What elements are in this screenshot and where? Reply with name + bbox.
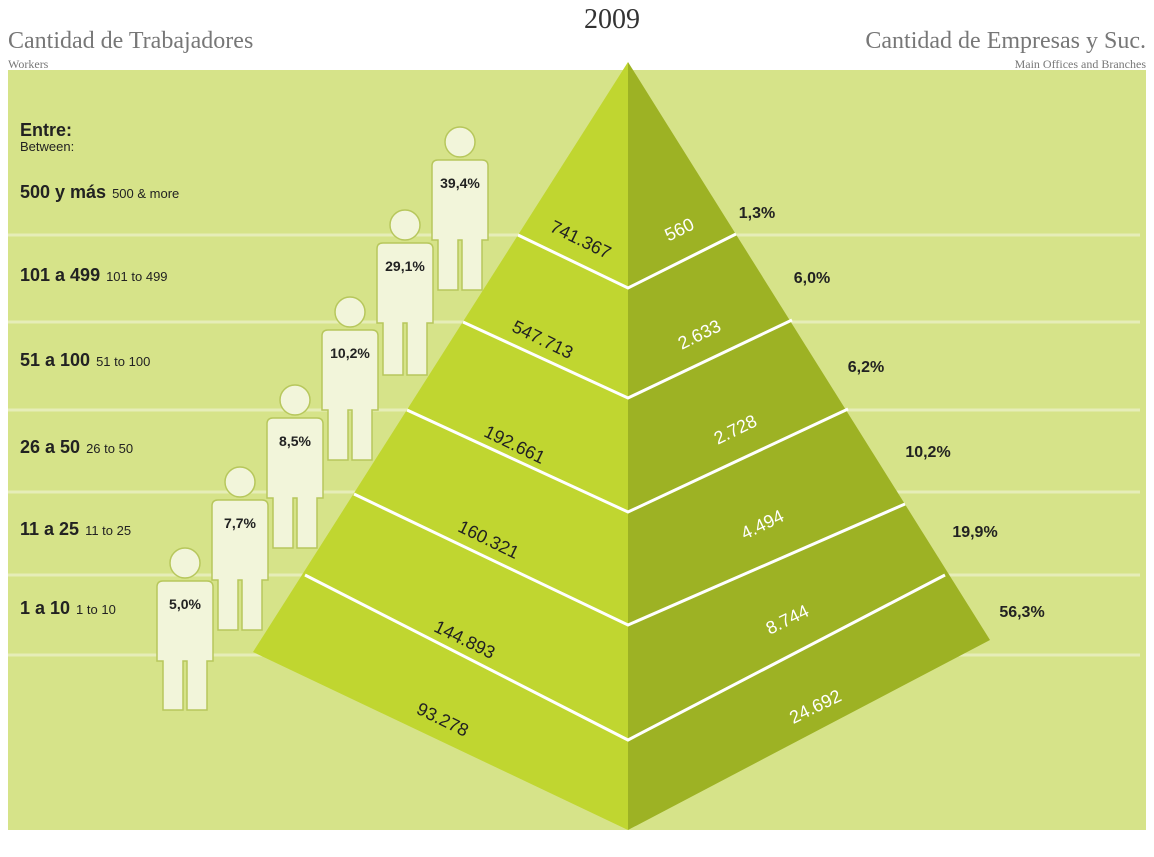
person-body (211, 499, 269, 631)
row-label: 11 a 25 11 to 25 (20, 519, 131, 539)
person-head (444, 126, 476, 158)
row-label-en: 51 to 100 (96, 354, 150, 369)
row-label-es: 26 a 50 (20, 437, 80, 457)
workers-percent: 5,0% (169, 596, 201, 612)
companies-percent: 1,3% (739, 205, 775, 222)
row-label-en: 101 to 499 (106, 269, 167, 284)
workers-percent: 39,4% (440, 175, 480, 191)
person-head (334, 296, 366, 328)
companies-percent: 6,2% (848, 359, 884, 376)
pyramid-right (628, 62, 990, 830)
left-subtitle: Workers (8, 57, 49, 71)
person (266, 384, 324, 549)
year: 2009 (584, 4, 640, 35)
row-label-en: 26 to 50 (86, 441, 133, 456)
companies-percent: 56,3% (999, 604, 1044, 621)
person-body (376, 242, 434, 376)
person-head (169, 547, 201, 579)
person (376, 209, 434, 376)
person (156, 547, 214, 711)
row-label: 1 a 10 1 to 10 (20, 598, 116, 618)
person-head (279, 384, 311, 416)
row-label: 101 a 499 101 to 499 (20, 265, 168, 285)
row-label-es: 51 a 100 (20, 350, 90, 370)
row-label-en: 500 & more (112, 186, 179, 201)
row-label-en: 11 to 25 (85, 523, 131, 538)
companies-percent: 19,9% (952, 524, 997, 541)
workers-percent: 29,1% (385, 258, 425, 274)
person (211, 466, 269, 631)
person-head (389, 209, 421, 241)
row-label-es: 500 y más (20, 182, 106, 202)
person-body (431, 159, 489, 291)
person-body (156, 580, 214, 711)
left-title: Cantidad de Trabajadores (8, 28, 253, 54)
companies-percent: 6,0% (794, 270, 830, 287)
person-body (321, 329, 379, 461)
row-label-es: 11 a 25 (20, 519, 79, 539)
row-label-en: 1 to 10 (76, 602, 116, 617)
row-label-es: 101 a 499 (20, 265, 100, 285)
right-title: Cantidad de Empresas y Suc. (865, 28, 1146, 54)
person (431, 126, 489, 291)
pyramid-lines (304, 232, 946, 742)
person-head (224, 466, 256, 498)
right-subtitle: Main Offices and Branches (1015, 57, 1147, 71)
workers-percent: 8,5% (279, 433, 311, 449)
range-subheading: Between: (20, 139, 74, 154)
pyramid-left (253, 62, 628, 830)
workers-percent: 7,7% (224, 515, 256, 531)
workers-percent: 10,2% (330, 345, 370, 361)
person-body (266, 417, 324, 549)
range-heading: Entre: (20, 120, 72, 140)
person (321, 296, 379, 461)
row-label: 26 a 50 26 to 50 (20, 437, 133, 457)
row-label: 500 y más 500 & more (20, 182, 179, 202)
row-label-es: 1 a 10 (20, 598, 70, 618)
companies-percent: 10,2% (905, 444, 950, 461)
row-label: 51 a 100 51 to 100 (20, 350, 150, 370)
